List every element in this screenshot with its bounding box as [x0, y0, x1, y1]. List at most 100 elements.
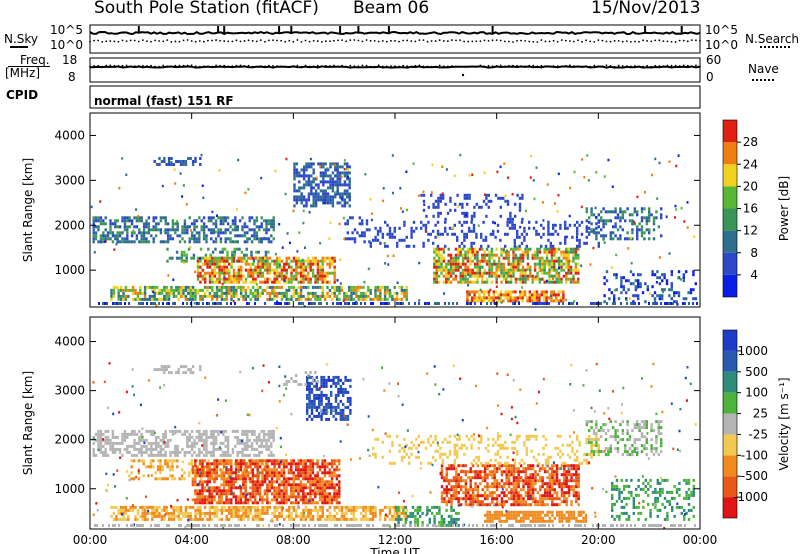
nsearch-point: [503, 40, 506, 43]
echo-cell: [206, 259, 209, 263]
echo-cell: [437, 202, 440, 206]
echo-cell: [112, 302, 114, 305]
echo-cell: [259, 259, 262, 263]
echo-cell: [206, 465, 209, 469]
echo-cell: [609, 231, 612, 235]
echo-cell: [210, 489, 214, 493]
echo-cell: [260, 429, 263, 433]
echo-cell: [302, 486, 305, 490]
echo-cell: [346, 177, 349, 181]
echo-cell: [507, 274, 510, 278]
echo-cell: [502, 256, 506, 260]
nave-point: [377, 64, 380, 67]
echo-cell: [117, 508, 120, 512]
echo-cell: [388, 294, 392, 298]
echo-cell: [318, 495, 322, 499]
echo-cell: [511, 223, 514, 227]
echo-cell: [369, 288, 372, 292]
echo-cell: [305, 201, 308, 205]
echo-cell: [445, 277, 448, 281]
echo-cell: [137, 215, 140, 218]
echo-cell: [304, 471, 307, 475]
echo-cell: [567, 265, 570, 269]
echo-cell: [682, 273, 685, 277]
echo-cell: [305, 180, 308, 184]
echo-cell: [333, 462, 336, 466]
echo-cell: [614, 225, 617, 229]
echo-cell: [180, 477, 184, 481]
echo-cell: [410, 229, 413, 233]
date-label: 15/Nov/2013: [591, 0, 701, 18]
echo-cell: [320, 384, 323, 388]
echo-cell: [130, 432, 134, 436]
echo-cell: [302, 265, 305, 269]
echo-cell: [383, 297, 387, 301]
echo-cell: [258, 498, 262, 502]
echo-cell: [317, 198, 320, 202]
echo-cell: [266, 492, 269, 496]
echo-cell: [463, 211, 466, 215]
nsearch-point: [239, 40, 242, 43]
echo-cell: [496, 229, 500, 233]
echo-cell: [328, 498, 331, 502]
echo-cell: [183, 222, 187, 226]
echo-cell: [318, 387, 321, 391]
echo-cell: [574, 262, 578, 266]
echo-cell: [118, 447, 122, 451]
echo-cell: [520, 220, 524, 224]
echo-cell: [573, 170, 576, 174]
echo-cell: [333, 459, 336, 463]
echo-cell: [309, 486, 312, 490]
echo-cell: [297, 471, 300, 475]
echo-cell: [511, 290, 515, 294]
echo-cell: [253, 432, 256, 436]
echo-cell: [302, 268, 305, 272]
echo-cell: [141, 291, 144, 295]
echo-cell: [174, 182, 177, 185]
echo-cell: [297, 259, 300, 263]
echo-cell: [213, 489, 216, 493]
echo-cell: [559, 290, 563, 294]
echo-cell: [336, 165, 339, 169]
echo-cell: [159, 477, 162, 481]
echo-cell: [237, 501, 240, 505]
echo-cell: [352, 297, 356, 301]
echo-cell: [307, 277, 310, 281]
echo-cell: [318, 465, 322, 469]
echo-cell: [190, 302, 192, 305]
echo-cell: [346, 183, 349, 187]
echo-cell: [153, 297, 156, 301]
echo-cell: [164, 435, 167, 439]
echo-cell: [319, 294, 322, 298]
echo-cell: [194, 468, 197, 472]
echo-cell: [650, 213, 653, 217]
echo-cell: [477, 224, 480, 227]
echo-cell: [196, 259, 200, 263]
echo-cell: [499, 296, 503, 300]
echo-cell: [556, 210, 559, 213]
echo-cell: [344, 375, 347, 379]
echo-cell: [181, 225, 184, 229]
echo-cell: [94, 453, 98, 457]
echo-cell: [356, 302, 358, 305]
echo-cell: [540, 223, 543, 227]
echo-cell: [655, 210, 658, 214]
nsearch-point: [540, 39, 543, 41]
echo-cell: [162, 453, 165, 457]
nave-point: [487, 64, 490, 67]
echo-cell: [154, 216, 158, 220]
echo-cell: [295, 262, 298, 266]
echo-cell: [346, 231, 349, 235]
echo-cell: [319, 165, 322, 168]
nsearch-point: [133, 39, 136, 42]
echo-cell: [434, 223, 437, 227]
echo-cell: [350, 294, 353, 298]
echo-cell: [210, 450, 213, 454]
echo-cell: [675, 300, 678, 304]
echo-cell: [179, 294, 183, 298]
echo-cell: [392, 254, 395, 258]
echo-cell: [412, 244, 416, 248]
echo-cell: [311, 468, 315, 472]
nsearch-point: [528, 40, 531, 43]
echo-cell: [439, 199, 442, 203]
